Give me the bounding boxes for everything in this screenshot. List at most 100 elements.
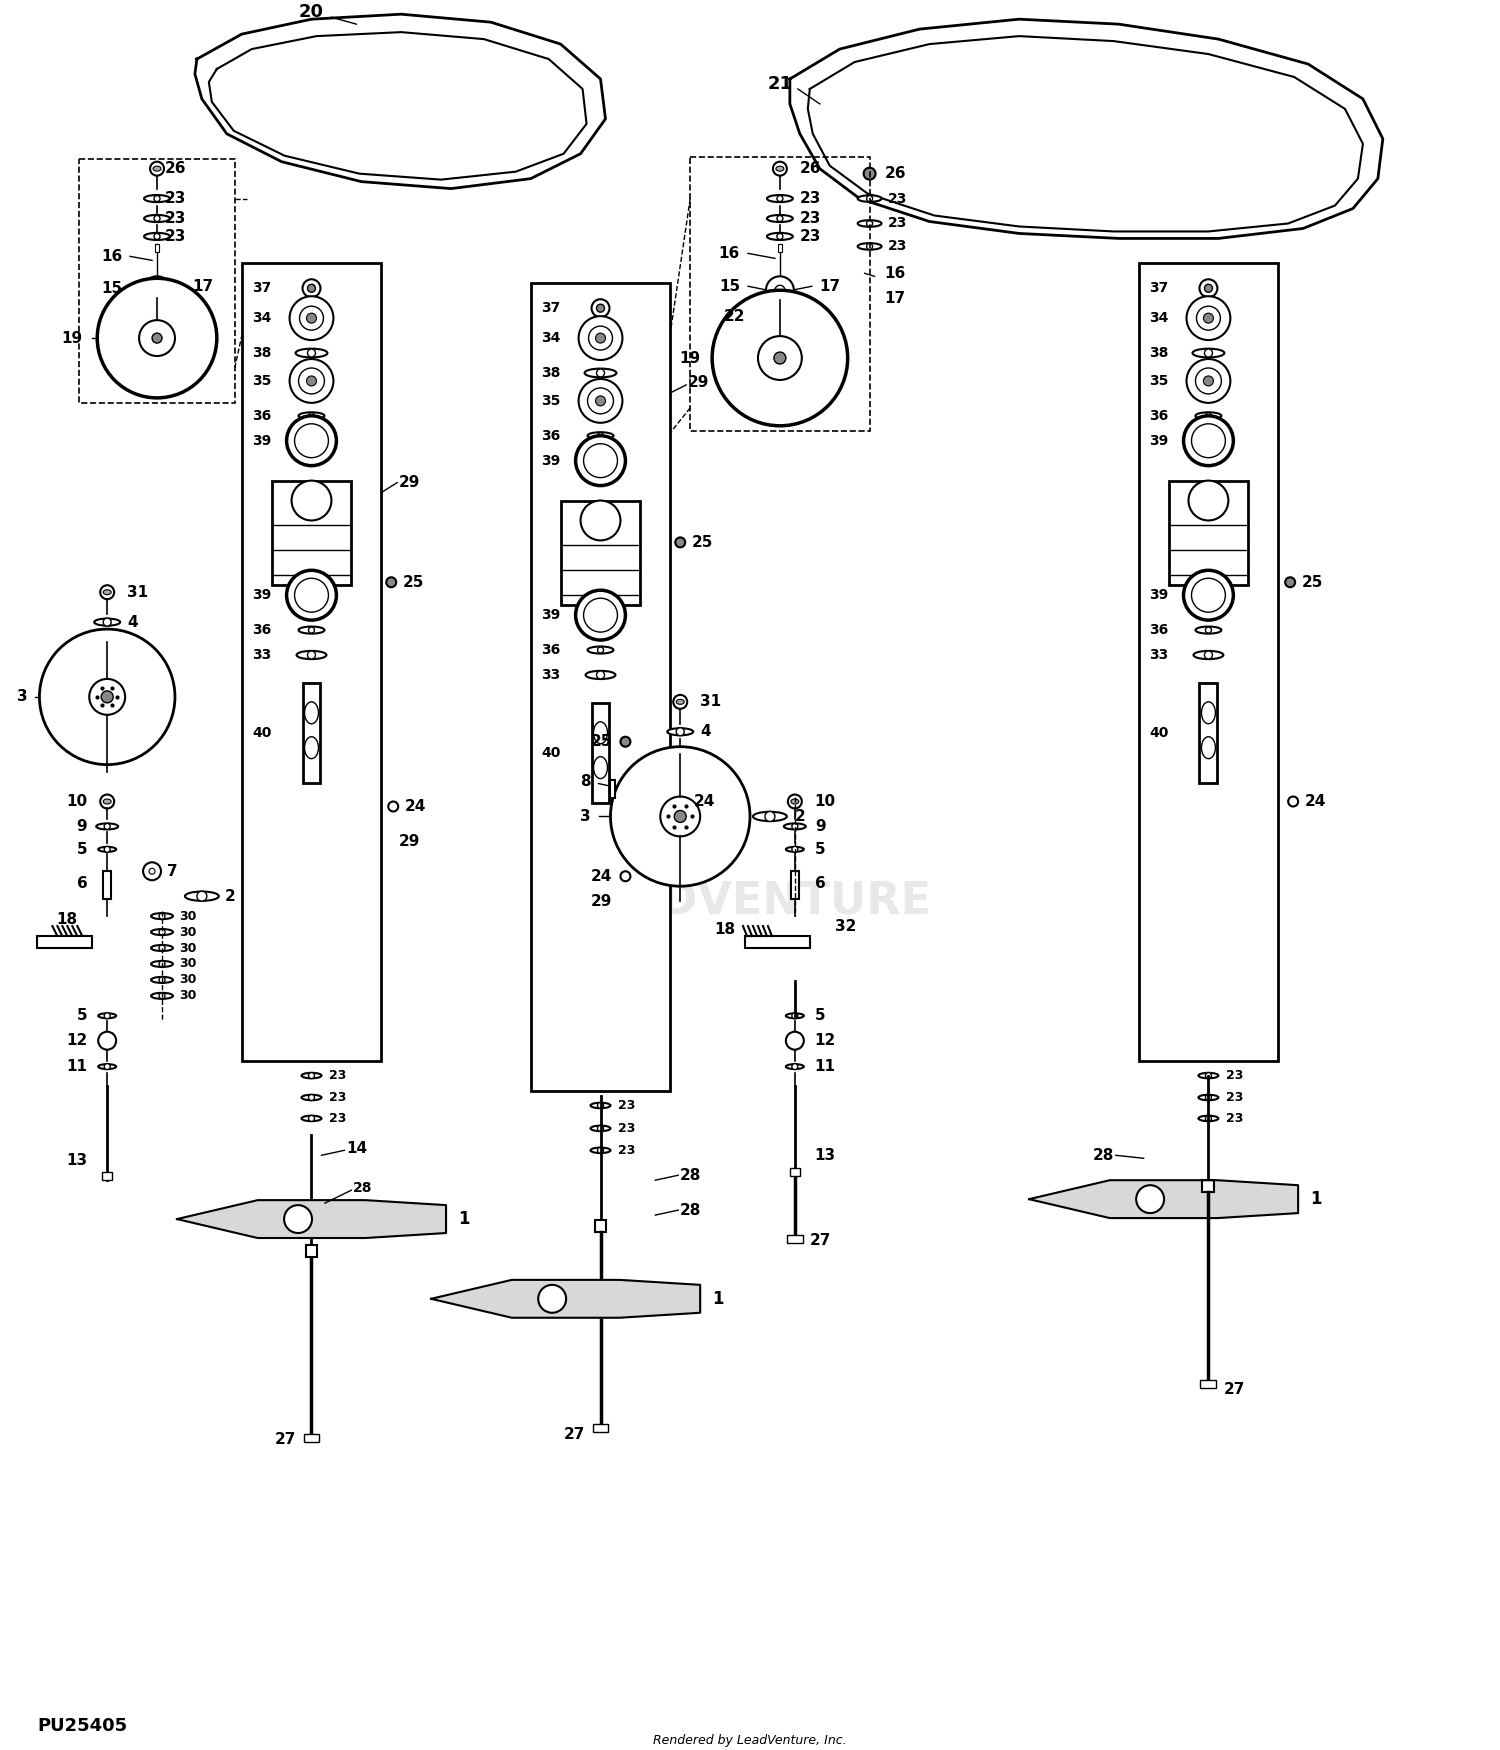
- Circle shape: [786, 1032, 804, 1050]
- Circle shape: [1186, 296, 1230, 340]
- Circle shape: [1206, 1094, 1212, 1101]
- Ellipse shape: [1198, 1073, 1218, 1078]
- Text: 25: 25: [1302, 574, 1323, 590]
- Bar: [303, 682, 321, 782]
- Text: 17: 17: [192, 278, 213, 294]
- Bar: [1203, 1180, 1215, 1192]
- Text: 25: 25: [692, 536, 714, 550]
- Text: 25: 25: [591, 735, 612, 749]
- Ellipse shape: [152, 914, 172, 919]
- Ellipse shape: [588, 646, 613, 653]
- Bar: [592, 1424, 609, 1432]
- Circle shape: [309, 1115, 315, 1122]
- Circle shape: [610, 747, 750, 886]
- Bar: [778, 245, 782, 252]
- Circle shape: [291, 481, 332, 520]
- Ellipse shape: [786, 1064, 804, 1069]
- Text: 23: 23: [800, 229, 820, 243]
- Circle shape: [597, 432, 603, 439]
- Circle shape: [597, 369, 604, 376]
- Circle shape: [306, 376, 316, 387]
- Bar: [610, 779, 615, 798]
- Ellipse shape: [96, 824, 118, 830]
- Text: 30: 30: [178, 973, 196, 987]
- Text: 34: 34: [542, 331, 561, 345]
- Text: 30: 30: [178, 942, 196, 954]
- Circle shape: [39, 628, 176, 765]
- Ellipse shape: [858, 220, 882, 228]
- Circle shape: [776, 285, 784, 296]
- Text: 40: 40: [1149, 726, 1168, 740]
- Circle shape: [777, 196, 783, 201]
- Circle shape: [772, 161, 788, 175]
- Text: 33: 33: [1149, 648, 1168, 662]
- Text: 23: 23: [800, 212, 820, 226]
- Circle shape: [591, 299, 609, 317]
- Text: 14: 14: [346, 1141, 368, 1155]
- Text: 38: 38: [252, 346, 272, 360]
- Ellipse shape: [1192, 348, 1224, 357]
- Circle shape: [588, 388, 613, 413]
- Text: 13: 13: [66, 1153, 87, 1167]
- Ellipse shape: [144, 215, 170, 222]
- Ellipse shape: [152, 945, 172, 950]
- Text: 7: 7: [166, 864, 177, 878]
- Text: 39: 39: [252, 434, 272, 448]
- Text: 39: 39: [252, 588, 272, 602]
- Ellipse shape: [753, 812, 788, 821]
- Circle shape: [597, 670, 604, 679]
- Circle shape: [579, 380, 622, 424]
- Circle shape: [596, 332, 606, 343]
- Text: 33: 33: [542, 668, 561, 682]
- Circle shape: [867, 220, 873, 226]
- Bar: [80, 159, 236, 402]
- Bar: [790, 1169, 800, 1176]
- Bar: [1168, 481, 1248, 584]
- Text: 23: 23: [888, 217, 908, 231]
- Text: 12: 12: [815, 1032, 836, 1048]
- Circle shape: [765, 812, 776, 821]
- Circle shape: [597, 648, 603, 653]
- Ellipse shape: [1198, 1116, 1218, 1122]
- Ellipse shape: [304, 702, 318, 724]
- Ellipse shape: [94, 618, 120, 626]
- Ellipse shape: [585, 369, 616, 378]
- Bar: [242, 262, 381, 1060]
- Circle shape: [1191, 424, 1225, 458]
- Text: 37: 37: [1149, 282, 1168, 296]
- Circle shape: [597, 304, 604, 312]
- Text: 11: 11: [815, 1059, 836, 1074]
- Text: 27: 27: [274, 1432, 297, 1447]
- Circle shape: [1188, 481, 1228, 520]
- Circle shape: [140, 320, 176, 355]
- Bar: [690, 158, 870, 430]
- Ellipse shape: [1196, 626, 1221, 634]
- Text: 8: 8: [580, 774, 591, 789]
- Text: 5: 5: [76, 842, 87, 858]
- Bar: [790, 872, 800, 900]
- Circle shape: [712, 290, 848, 425]
- Circle shape: [98, 278, 218, 397]
- Circle shape: [284, 1206, 312, 1234]
- Ellipse shape: [144, 233, 170, 240]
- Polygon shape: [790, 19, 1383, 238]
- Circle shape: [159, 961, 165, 968]
- Text: 31: 31: [128, 584, 148, 600]
- Circle shape: [300, 306, 324, 331]
- Bar: [594, 1220, 606, 1232]
- Text: 20: 20: [298, 4, 324, 21]
- Ellipse shape: [676, 700, 684, 704]
- Circle shape: [309, 626, 315, 634]
- Circle shape: [597, 1148, 603, 1153]
- Polygon shape: [195, 14, 606, 189]
- Circle shape: [621, 872, 630, 882]
- Bar: [38, 936, 92, 948]
- Text: 11: 11: [66, 1059, 87, 1074]
- Circle shape: [660, 796, 700, 836]
- Ellipse shape: [302, 1116, 321, 1122]
- Circle shape: [792, 847, 798, 852]
- Text: 39: 39: [1149, 434, 1168, 448]
- Text: 30: 30: [178, 910, 196, 922]
- Bar: [746, 936, 810, 948]
- Text: 29: 29: [591, 894, 612, 908]
